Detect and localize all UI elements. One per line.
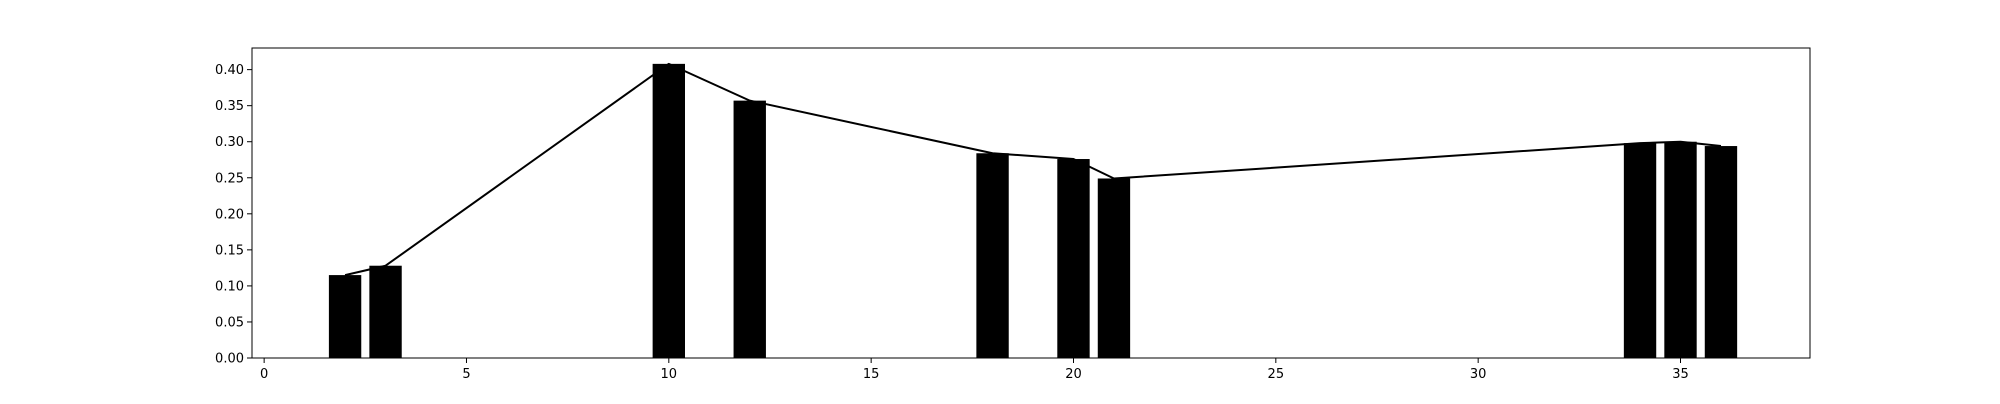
x-tick-label: 5: [462, 367, 470, 382]
y-tick-label: 0.40: [215, 63, 244, 78]
bar-21: [1097, 178, 1131, 358]
bar-34: [1623, 143, 1657, 358]
y-tick-label: 0.00: [215, 352, 244, 367]
line-layer: [344, 62, 1722, 277]
bar-18: [976, 153, 1009, 358]
axes-layer: 0 5 10 15 20 25 30 35 0.00 0.05 0.10 0.15 0.20 0.25 0.…: [215, 47, 1811, 382]
y-tick-label: 0.10: [215, 279, 244, 294]
x-tick-label: 10: [661, 367, 678, 382]
bar-35: [1664, 141, 1697, 358]
axes-frame: [251, 47, 1811, 359]
y-tick-label: 0.35: [215, 99, 244, 114]
y-tick-label: 0.05: [215, 315, 244, 330]
bar-3: [369, 265, 402, 358]
y-tick-label: 0.15: [215, 243, 244, 258]
bar-2: [328, 275, 362, 358]
bar-10: [652, 63, 685, 359]
x-tick-label: 25: [1268, 367, 1285, 382]
y-tick-label: 0.30: [215, 135, 244, 150]
x-tick-label: 20: [1065, 367, 1082, 382]
bar-12: [733, 100, 766, 358]
bar-20: [1057, 159, 1090, 358]
x-tick-label: 35: [1672, 367, 1689, 382]
y-tick-label: 0.20: [215, 207, 244, 222]
x-tick-label: 15: [863, 367, 880, 382]
bar-36: [1704, 146, 1738, 358]
bars-layer: [328, 63, 1738, 359]
y-tick-label: 0.25: [215, 171, 244, 186]
x-tick-label: 0: [260, 367, 268, 382]
series-line: [344, 62, 1722, 277]
x-tick-label: 30: [1470, 367, 1487, 382]
